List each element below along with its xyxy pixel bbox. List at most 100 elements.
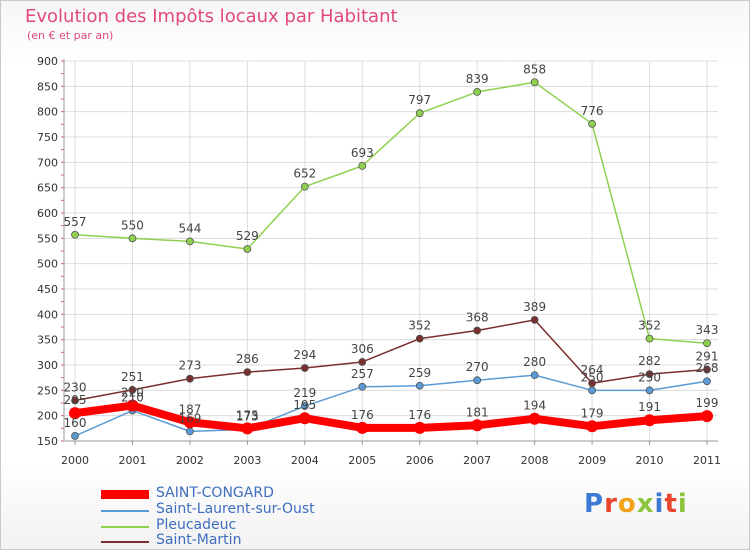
logo-letter: i (654, 489, 665, 519)
data-label: 294 (293, 348, 316, 362)
y-tick-label: 250 (37, 384, 58, 397)
data-label: 797 (408, 93, 431, 107)
y-tick-label: 150 (37, 435, 58, 448)
data-label: 179 (581, 406, 604, 420)
x-tick-label: 2005 (348, 454, 376, 467)
data-point (645, 334, 654, 343)
logo-letter: i (677, 489, 688, 519)
x-tick-label: 2010 (636, 454, 664, 467)
data-point (586, 420, 599, 433)
y-tick-label: 400 (37, 308, 58, 321)
data-label: 286 (236, 352, 259, 366)
data-label: 191 (638, 400, 661, 414)
data-label: 175 (236, 408, 259, 422)
data-label: 270 (466, 360, 489, 374)
logo-letter: r (604, 489, 618, 519)
data-point (186, 374, 194, 383)
data-label: 194 (523, 399, 546, 413)
data-label: 273 (178, 359, 201, 373)
data-point (128, 385, 137, 394)
legend-label-saint-martin: Saint-Martin (156, 532, 242, 548)
legend-swatch-saint-laurent-sur-oust (101, 510, 149, 512)
data-label: 652 (293, 167, 316, 181)
data-point (588, 386, 596, 395)
x-tick-label: 2003 (233, 454, 261, 467)
data-point (69, 407, 81, 420)
data-label: 280 (523, 355, 546, 369)
legend-label-saint-congard: SAINT-CONGARD (156, 485, 274, 501)
data-label: 693 (351, 146, 374, 160)
data-label: 199 (696, 396, 719, 410)
x-tick-label: 2002 (176, 454, 204, 467)
data-point (471, 419, 484, 432)
data-point (71, 230, 79, 239)
data-label: 306 (351, 342, 374, 356)
data-label: 839 (466, 72, 489, 86)
data-label: 352 (638, 319, 661, 333)
data-point (530, 78, 539, 87)
data-label: 187 (178, 402, 201, 416)
y-tick-label: 650 (37, 182, 58, 195)
y-tick-label: 200 (37, 410, 58, 423)
data-point (243, 245, 252, 253)
logo-letter: t (664, 489, 678, 519)
y-tick-label: 750 (37, 131, 58, 144)
data-label: 368 (466, 311, 489, 325)
x-tick-label: 2004 (291, 454, 319, 467)
data-point (473, 88, 482, 96)
data-point (643, 414, 656, 427)
data-point (356, 421, 369, 434)
data-point (645, 370, 654, 379)
data-label: 176 (408, 408, 431, 422)
x-tick-label: 2000 (61, 454, 89, 467)
data-label: 176 (351, 408, 374, 422)
data-point (645, 386, 654, 395)
y-tick-label: 450 (37, 283, 58, 296)
data-point (703, 377, 711, 386)
data-point (71, 432, 79, 440)
data-label: 257 (351, 367, 374, 381)
legend-swatch-saint-congard (101, 490, 149, 499)
x-tick-label: 2009 (578, 454, 606, 467)
y-tick-label: 550 (37, 232, 58, 245)
chart-subtitle: (en € et par an) (27, 29, 114, 42)
axes: 150 200 250 300 350 400 450 500 550 600 650 700 750 8… (37, 55, 721, 467)
legend-label-saint-laurent-sur-oust: Saint-Laurent-sur-Oust (156, 501, 315, 517)
data-point (413, 421, 426, 434)
data-point (358, 161, 367, 170)
legend-swatch-pleucadeuc (101, 526, 149, 528)
y-tick-label: 800 (37, 106, 58, 119)
data-label: 557 (64, 215, 87, 229)
y-tick-label: 700 (37, 156, 58, 169)
data-point (528, 412, 541, 425)
data-label: 529 (236, 229, 259, 243)
data-point (588, 119, 596, 128)
series-line-2 (74, 81, 708, 344)
data-point (183, 416, 196, 429)
logo-letter: P (584, 489, 605, 519)
data-point (128, 234, 137, 243)
data-point (415, 334, 424, 343)
data-point (703, 365, 711, 374)
series-line-3 (74, 319, 708, 402)
series-lines (71, 81, 711, 437)
legend-label-pleucadeuc: Pleucadeuc (156, 517, 237, 533)
data-point (126, 399, 139, 412)
data-label: 343 (696, 323, 719, 337)
proxiti-logo: Proxiti (584, 489, 688, 519)
data-label: 181 (466, 405, 489, 419)
data-label: 250 (581, 370, 604, 384)
data-point (358, 382, 367, 391)
data-label: 268 (696, 361, 719, 375)
data-point (701, 410, 713, 423)
data-label: 389 (523, 300, 546, 314)
data-point (71, 396, 79, 405)
data-label: 230 (64, 380, 87, 394)
data-label: 259 (408, 366, 431, 380)
data-point (186, 237, 194, 246)
data-label: 220 (121, 386, 144, 400)
data-label: 251 (121, 370, 144, 384)
data-point (530, 316, 539, 324)
